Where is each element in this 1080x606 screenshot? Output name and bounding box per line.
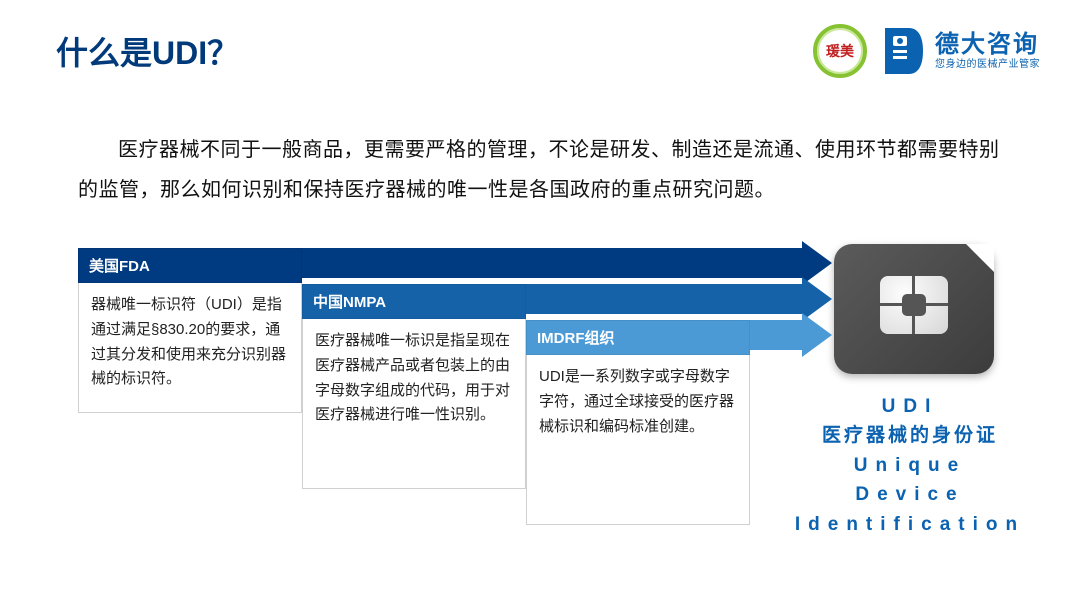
udi-caption: UDI 医疗器械的身份证 Unique Device Identificatio… xyxy=(770,392,1050,539)
logo-deda-icon xyxy=(881,24,925,78)
udi-line-2: 医疗器械的身份证 xyxy=(770,421,1050,450)
diagram: UDI 医疗器械的身份证 Unique Device Identificatio… xyxy=(0,234,1080,574)
logo-deda-text: 德大咨询 您身边的医械产业管家 xyxy=(935,32,1040,69)
logo-deda-main: 德大咨询 xyxy=(935,32,1040,58)
step-body-nmpa: 医疗器械唯一标识是指呈现在医疗器械产品或者包装上的由字母数字组成的代码，用于对医… xyxy=(302,319,526,489)
arrow-tip-imdrf xyxy=(802,313,832,357)
udi-line-5: Identification xyxy=(770,510,1050,539)
step-imdrf: IMDRF组织UDI是一系列数字或字母数字字符，通过全球接受的医疗器械标识和编码… xyxy=(526,320,750,525)
logo-aimei-icon: 瑗美 xyxy=(813,24,867,78)
logos: 瑗美 德大咨询 您身边的医械产业管家 xyxy=(813,24,1040,78)
step-body-imdrf: UDI是一系列数字或字母数字字符，通过全球接受的医疗器械标识和编码标准创建。 xyxy=(526,355,750,525)
logo-aimei-text: 瑗美 xyxy=(826,41,854,61)
arrow-bar-nmpa xyxy=(526,284,802,314)
page-title: 什么是UDI？ xyxy=(56,28,239,74)
udi-line-4: Device xyxy=(770,480,1050,509)
udi-line-3: Unique xyxy=(770,451,1050,480)
header: 什么是UDI？ 瑗美 德大咨询 您身边的医械产业管家 xyxy=(0,0,1080,94)
chip-card-icon xyxy=(834,244,994,374)
arrow-bar-imdrf xyxy=(750,320,802,350)
chip-center-icon xyxy=(902,294,926,316)
chip-icon xyxy=(880,276,948,334)
step-nmpa: 中国NMPA医疗器械唯一标识是指呈现在医疗器械产品或者包装上的由字母数字组成的代… xyxy=(302,284,526,489)
logo-deda: 德大咨询 您身边的医械产业管家 xyxy=(881,24,1040,78)
udi-line-1: UDI xyxy=(770,392,1050,421)
step-body-fda: 器械唯一标识符（UDI）是指通过满足§830.20的要求，通过其分发和使用来充分… xyxy=(78,283,302,413)
logo-deda-sub: 您身边的医械产业管家 xyxy=(935,59,1040,70)
arrow-bar-fda xyxy=(302,248,802,278)
step-header-imdrf: IMDRF组织 xyxy=(526,320,750,355)
step-header-fda: 美国FDA xyxy=(78,248,302,283)
step-fda: 美国FDA器械唯一标识符（UDI）是指通过满足§830.20的要求，通过其分发和… xyxy=(78,248,302,413)
step-header-nmpa: 中国NMPA xyxy=(302,284,526,319)
intro-paragraph: 医疗器械不同于一般商品，更需要严格的管理，不论是研发、制造还是流通、使用环节都需… xyxy=(0,94,1080,234)
